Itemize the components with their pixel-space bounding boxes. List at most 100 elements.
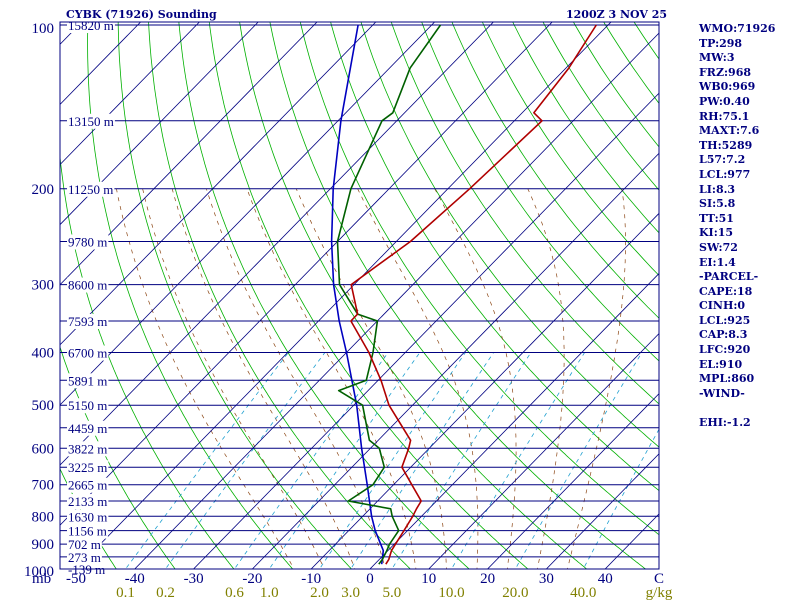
isotherms <box>0 13 659 581</box>
isotherm <box>134 32 659 569</box>
index-line: TH:5289 <box>699 138 753 152</box>
pressure-label: 100 <box>32 21 55 37</box>
height-label: 5150 m <box>68 398 107 413</box>
index-line: RH:75.1 <box>699 109 750 123</box>
dry-adiabat <box>178 22 470 569</box>
height-label-bg <box>67 420 109 436</box>
temperature-tick-label: 0 <box>366 571 374 587</box>
height-label-bg <box>67 345 109 361</box>
pressure-label: 300 <box>32 278 55 294</box>
index-line: CINH:0 <box>699 299 746 313</box>
temperature-tick-label: 10 <box>421 571 436 587</box>
temperature-line <box>350 24 597 565</box>
moist-adiabat <box>142 188 325 569</box>
index-line: -WIND- <box>699 386 745 400</box>
isotherm <box>60 22 318 286</box>
mixing-ratio-label: 40.0 <box>570 585 596 600</box>
index-line: LCL:925 <box>699 313 751 327</box>
pressure-label: 200 <box>32 182 55 198</box>
index-line: CAPE:18 <box>699 284 753 298</box>
isobars <box>60 24 659 570</box>
height-label: 7593 m <box>68 314 107 329</box>
index-line: SW:72 <box>699 240 738 254</box>
index-line: MW:3 <box>699 51 735 65</box>
index-line: SI:5.8 <box>699 197 736 211</box>
pressure-label: 700 <box>32 478 55 494</box>
index-line: TT:51 <box>699 211 734 225</box>
mixing-ratio-line <box>125 352 289 569</box>
moist-adiabat <box>357 188 479 569</box>
height-label: 2133 m <box>68 494 107 509</box>
pressure-label: 500 <box>32 398 55 414</box>
isotherm <box>310 212 659 569</box>
dry-adiabat <box>148 22 411 569</box>
height-label-bg <box>67 549 102 565</box>
temperature-tick-label: -10 <box>301 571 321 587</box>
height-label-bg <box>67 523 108 539</box>
index-line: EHI:-1.2 <box>699 416 751 430</box>
index-line: LI:8.3 <box>699 182 736 196</box>
index-line: L57:7.2 <box>699 153 746 167</box>
mixing-ratio-label: 3.0 <box>341 585 360 600</box>
pressure-label: 600 <box>32 441 55 457</box>
dry-adiabat <box>208 22 529 569</box>
isotherm <box>369 272 659 569</box>
dry-adiabat <box>330 22 659 492</box>
dry-adiabat <box>0 13 64 581</box>
moist-adiabat <box>171 188 356 569</box>
parcel-line <box>330 24 385 565</box>
moist-adiabats <box>116 188 626 569</box>
mixing-ratio-label: 0.6 <box>225 585 244 600</box>
isotherm <box>545 453 659 569</box>
index-line: MAXT:7.6 <box>699 124 760 138</box>
index-line: WMO:71926 <box>699 22 776 35</box>
height-label: 1630 m <box>68 509 107 524</box>
dry-adiabat <box>60 345 176 569</box>
mixing-ratio-line <box>319 352 466 569</box>
height-label-bg <box>67 460 109 476</box>
plot-frame <box>59 21 660 570</box>
dry-adiabat <box>299 22 659 536</box>
height-label: 6700 m <box>68 346 107 361</box>
dry-adiabat <box>421 22 659 362</box>
height-label: 702 m <box>68 537 101 552</box>
height-label-bg <box>67 113 115 129</box>
index-line: KI:15 <box>699 226 734 240</box>
pressure-label: 400 <box>32 346 55 362</box>
height-label-bg <box>67 181 115 197</box>
indices-panel: WMO:71926 TP:298 MW:3 FRZ:968 WB0:969 PW:0.40… <box>699 22 799 431</box>
mixing-ratio-line <box>234 352 389 569</box>
height-label-bg <box>67 477 109 493</box>
dry-adiabats <box>0 13 659 581</box>
dry-adiabat <box>390 22 659 405</box>
isotherm <box>251 152 659 569</box>
dry-adiabat <box>360 22 659 448</box>
temperature-unit-label: C <box>654 571 664 587</box>
height-label-bg <box>67 313 109 329</box>
temperature-tick-label: -30 <box>184 571 204 587</box>
isotherm <box>60 22 259 226</box>
dry-adiabat <box>269 22 647 569</box>
index-line: LCL:977 <box>699 167 751 181</box>
pressure-label: 900 <box>32 537 55 553</box>
index-line <box>699 401 799 416</box>
mixing-ratio-label: 1.0 <box>260 585 279 600</box>
moist-adiabat <box>206 188 386 569</box>
isotherm <box>75 22 612 569</box>
moist-adiabat <box>567 188 626 569</box>
moist-adiabat <box>295 188 447 569</box>
sounding-datetime: 1200Z 3 NOV 25 <box>566 8 668 21</box>
index-line: MPL:860 <box>699 372 755 386</box>
isotherm <box>0 13 32 581</box>
index-line: CAP:8.3 <box>699 328 748 342</box>
dry-adiabat <box>451 22 659 319</box>
index-line: -PARCEL- <box>699 270 759 284</box>
mixing-ratio-line <box>582 428 659 569</box>
isotherm <box>60 22 494 466</box>
temperature-tick-label: -50 <box>66 571 86 587</box>
height-label: 273 m <box>68 550 101 565</box>
index-line: EL:910 <box>699 357 743 371</box>
isotherm <box>486 393 659 569</box>
height-label-bg <box>67 373 109 389</box>
